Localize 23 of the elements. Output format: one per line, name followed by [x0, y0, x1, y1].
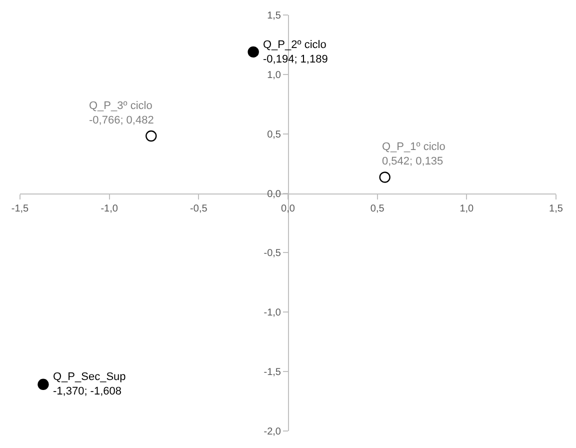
y-tick-label: -1,5 [264, 367, 282, 378]
y-tick-label: 1,5 [267, 10, 282, 22]
annotation: Q_P_1º ciclo 0,542; 0,135 [382, 141, 446, 168]
y-tick-label: 0,5 [267, 129, 282, 140]
annotation: Q_P_2º ciclo -0,194; 1,189 [263, 39, 328, 66]
x-tick-label: -0,5 [190, 203, 208, 214]
point [248, 46, 259, 58]
x-tick-label: -1,5 [11, 203, 30, 214]
y-tick-label: -1,0 [264, 308, 282, 319]
x-tick-label: -1,0 [100, 203, 118, 214]
x-tick-label: 0,5 [370, 203, 385, 214]
x-tick-label: 1,5 [549, 203, 564, 214]
point [379, 172, 390, 183]
x-tick-label: 1,0 [460, 203, 474, 214]
y-tick-label: -0,5 [264, 248, 282, 260]
x-tick-label: 0,0 [281, 203, 296, 214]
point [146, 130, 157, 142]
point [38, 378, 49, 390]
annotation: Q_P_3º ciclo -0,766; 0,482 [89, 100, 154, 126]
annotation: Q_P_Sec_Sup -1,370; -1,608 [53, 371, 126, 398]
y-tick-label: 0,0 [267, 188, 282, 200]
y-tick-label: 1,0 [267, 70, 282, 81]
y-tick-label: -2,0 [264, 426, 282, 438]
